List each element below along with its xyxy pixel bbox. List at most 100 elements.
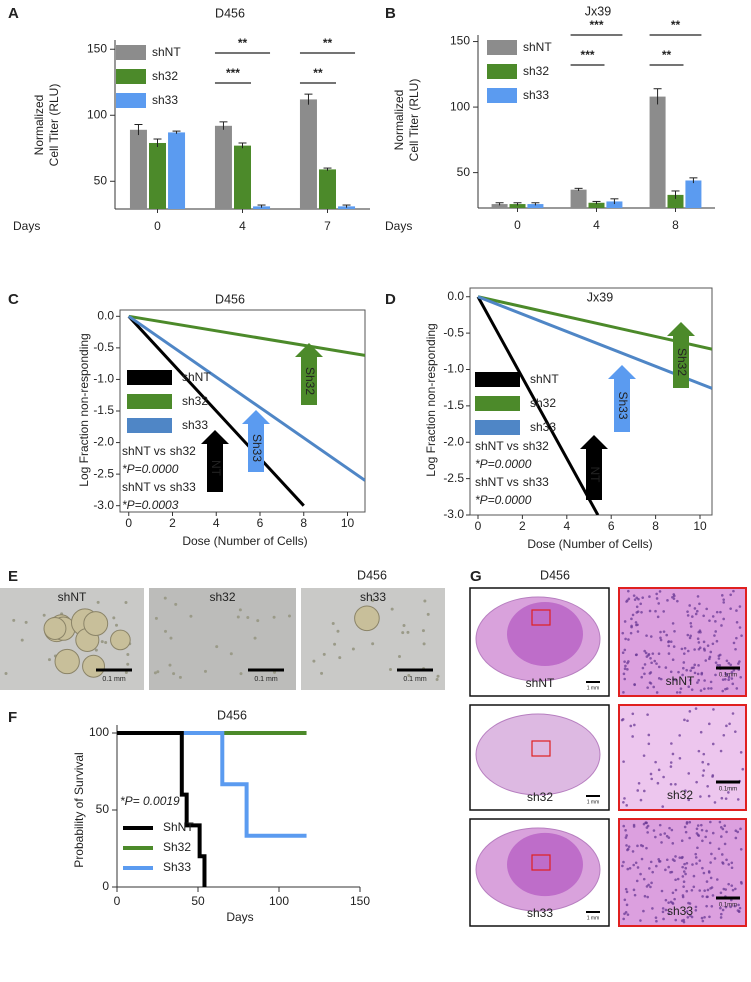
legend-label: Sh33: [163, 860, 191, 874]
nucleus: [635, 611, 639, 614]
nucleus: [667, 640, 670, 644]
legend-swatch: [487, 88, 517, 103]
nucleus: [672, 678, 675, 681]
nucleus: [711, 775, 714, 778]
nucleus: [673, 594, 676, 598]
nucleus: [710, 852, 713, 856]
nucleus: [695, 609, 699, 613]
y-axis-label: Normalized: [32, 95, 46, 156]
nucleus: [709, 650, 713, 654]
y-tick-label: 100: [87, 107, 107, 121]
nucleus: [631, 735, 634, 738]
cell: [4, 672, 8, 676]
series-line: [477, 295, 712, 390]
legend-label: sh32: [530, 396, 556, 410]
x-axis-label: Dose (Number of Cells): [527, 537, 652, 551]
nucleus: [688, 914, 692, 917]
nucleus: [702, 640, 706, 644]
nucleus: [681, 875, 685, 878]
nucleus: [721, 827, 725, 831]
bar: [319, 169, 336, 209]
nucleus: [706, 644, 710, 647]
cell: [104, 641, 108, 645]
cell: [388, 668, 392, 672]
nucleus: [655, 592, 658, 596]
nucleus: [643, 663, 647, 666]
series-line: [476, 296, 600, 515]
nucleus: [627, 589, 630, 593]
legend-swatch: [116, 69, 146, 84]
y-tick-label: 50: [457, 165, 471, 179]
nucleus: [735, 636, 738, 640]
nucleus: [622, 672, 626, 676]
nucleus: [721, 908, 725, 912]
bar: [214, 125, 232, 209]
nucleus: [686, 633, 690, 637]
nucleus: [739, 847, 743, 851]
nucleus: [740, 882, 743, 885]
test-label: shNT vs: [122, 480, 166, 494]
nucleus: [698, 859, 702, 862]
legend-label: sh32: [182, 394, 208, 408]
nucleus: [625, 804, 628, 807]
nucleus: [648, 867, 651, 870]
cell: [172, 672, 176, 676]
chart-title: D456: [217, 708, 247, 722]
nucleus: [673, 629, 676, 633]
significance-label: **: [662, 48, 672, 62]
nucleus: [729, 663, 733, 667]
nucleus: [707, 687, 710, 690]
chart-title: Jx39: [585, 4, 611, 18]
arrow-label: Sh33: [250, 434, 264, 462]
nucleus: [692, 874, 696, 878]
nucleus: [636, 789, 640, 792]
bar: [685, 180, 702, 208]
nucleus: [694, 908, 698, 912]
nucleus: [682, 870, 686, 873]
nucleus: [661, 805, 665, 808]
nucleus: [710, 904, 714, 908]
cell: [24, 620, 28, 624]
nucleus: [711, 742, 715, 746]
legend-swatch: [475, 420, 520, 435]
p-value: *P=0.0000: [475, 493, 532, 507]
nucleus: [681, 673, 684, 677]
nucleus: [623, 667, 627, 671]
nucleus: [699, 630, 702, 634]
nucleus: [707, 762, 710, 766]
nucleus: [626, 867, 630, 871]
nucleus: [675, 691, 679, 694]
nucleus: [636, 866, 640, 869]
cell: [422, 642, 426, 646]
nucleus: [665, 633, 669, 637]
nucleus: [635, 879, 639, 883]
nucleus: [727, 863, 731, 866]
nucleus: [701, 774, 705, 777]
cell: [407, 674, 411, 678]
nucleus: [678, 734, 681, 737]
nucleus: [706, 784, 709, 788]
arrow: [242, 410, 270, 472]
legend-label: sh32: [152, 69, 178, 83]
cell: [273, 670, 277, 674]
nucleus: [624, 664, 627, 668]
nucleus: [716, 878, 719, 881]
x-tick-label: 0: [114, 894, 121, 908]
nucleus: [684, 830, 688, 834]
test-group: sh33: [523, 475, 549, 489]
nucleus: [712, 708, 715, 711]
nucleus: [655, 691, 659, 694]
y-axis-label: Probability of Survival: [72, 752, 86, 867]
legend-label: shNT: [530, 372, 559, 386]
x-tick-label: 4: [213, 516, 220, 530]
nucleus: [661, 910, 665, 914]
nucleus: [730, 884, 734, 887]
nucleus: [641, 596, 645, 599]
nucleus: [688, 820, 692, 824]
nucleus: [673, 859, 676, 862]
cell: [331, 622, 335, 626]
y-tick-label: 150: [87, 41, 107, 55]
nucleus: [738, 906, 742, 910]
legend-label: shNT: [152, 45, 181, 59]
nucleus: [657, 602, 661, 605]
